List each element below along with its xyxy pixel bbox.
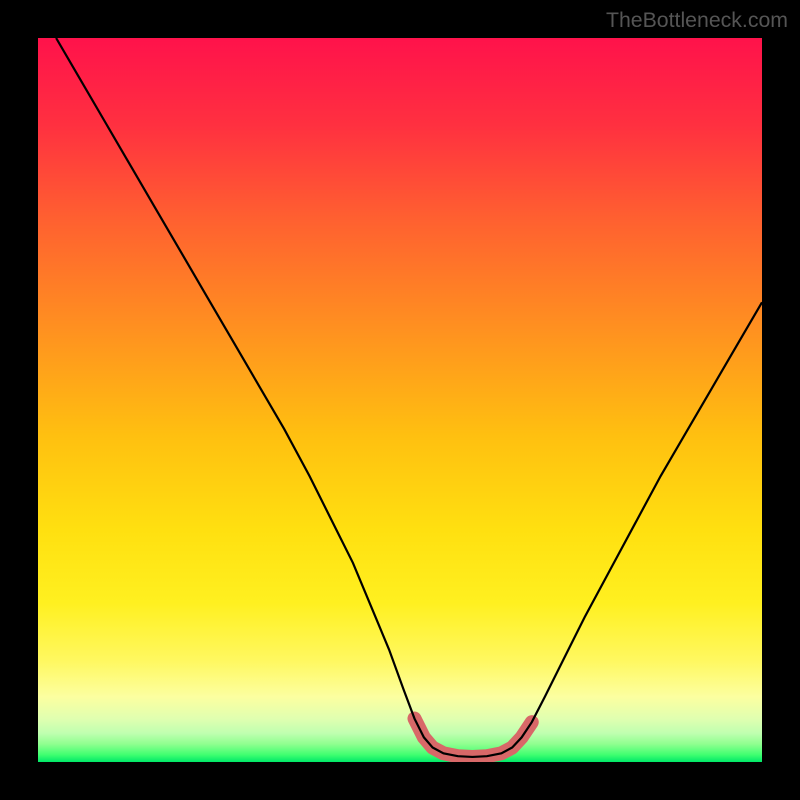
attribution-text: TheBottleneck.com [606,8,788,33]
highlight-curve [414,719,531,757]
main-curve [56,38,762,757]
chart-container: TheBottleneck.com [0,0,800,800]
curve-layer [38,38,762,762]
chart-plot-area [38,38,762,762]
